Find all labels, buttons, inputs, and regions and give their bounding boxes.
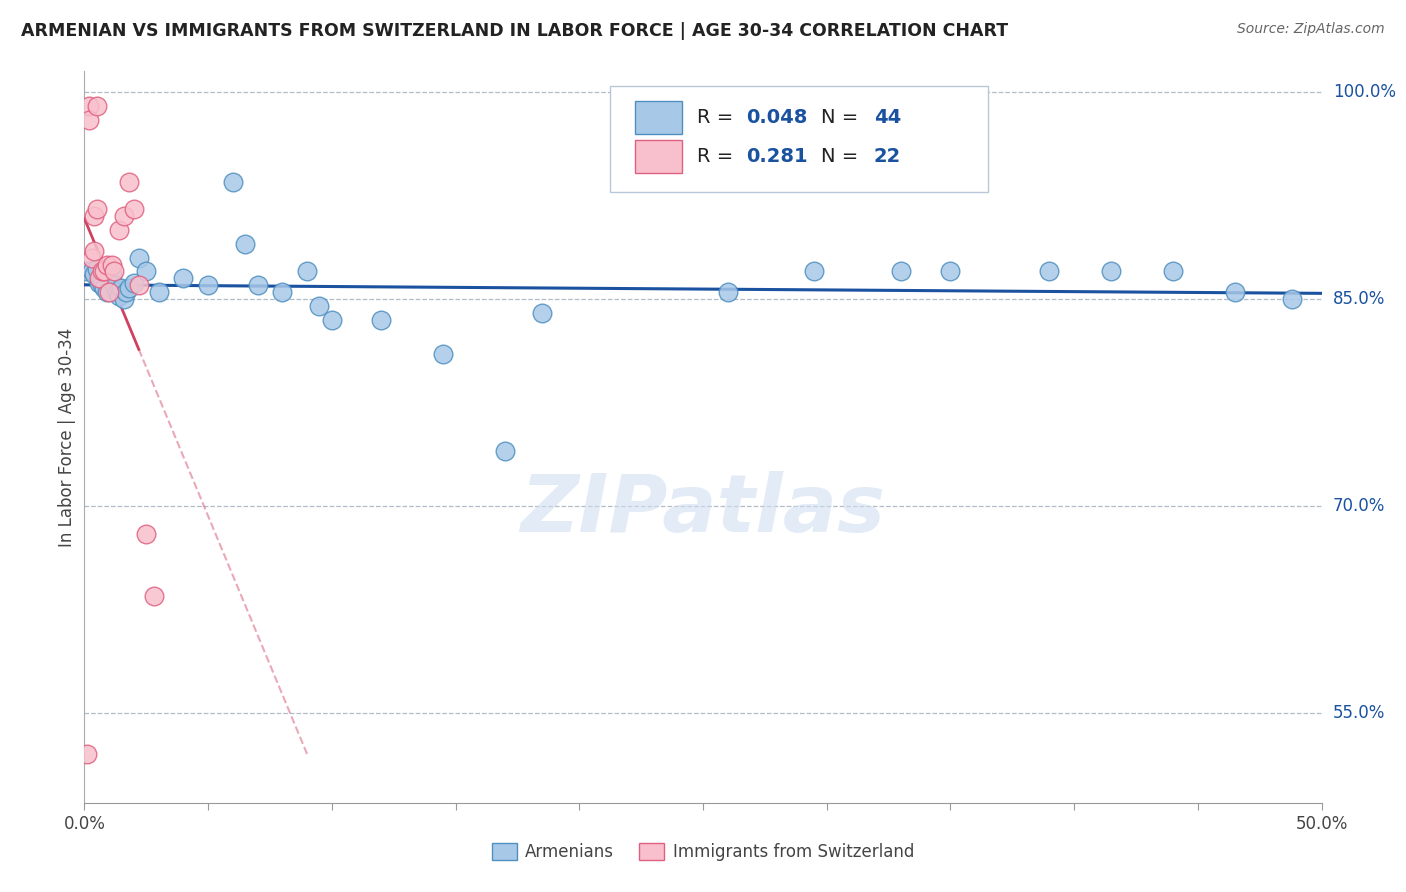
Point [233,236,256,251]
Point [494,443,516,458]
Point [108,289,131,303]
Point [370,312,392,326]
Point [112,292,135,306]
Point [172,271,194,285]
Y-axis label: In Labor Force | Age 30-34: In Labor Force | Age 30-34 [58,327,76,547]
Point [717,285,740,300]
Text: N =: N = [821,147,865,167]
Text: R =: R = [697,108,740,127]
Point [118,281,141,295]
Point [79,112,101,127]
Point [271,285,294,300]
Point [108,223,131,237]
Point [135,264,157,278]
Bar [636,101,682,134]
Point [803,264,825,278]
Point [222,175,245,189]
Bar [636,140,682,173]
Point [103,278,125,293]
Point [110,281,132,295]
Point [89,276,111,290]
Point [105,285,128,300]
Point [118,175,141,189]
Point [98,264,121,278]
Point [83,209,105,223]
Point [1281,292,1303,306]
Text: 22: 22 [873,147,901,167]
Point [93,264,115,278]
Point [100,267,122,281]
Text: 0.281: 0.281 [747,147,808,167]
Point [1223,285,1246,300]
Point [80,251,103,265]
Point [96,285,118,300]
Point [89,271,111,285]
Point [86,202,108,217]
Text: ZIPatlas: ZIPatlas [520,471,886,549]
Point [128,278,150,293]
Point [90,271,112,285]
Legend: Armenians, Immigrants from Switzerland: Armenians, Immigrants from Switzerland [485,836,921,868]
Point [1099,264,1122,278]
Point [531,306,554,320]
Point [86,261,108,276]
Point [135,526,157,541]
Point [86,99,108,113]
Text: 55.0%: 55.0% [1333,704,1385,723]
FancyBboxPatch shape [610,86,987,192]
Point [96,258,118,272]
Text: R =: R = [697,147,745,167]
Point [90,264,112,278]
Point [432,347,454,361]
Point [112,209,135,223]
Text: N =: N = [821,108,865,127]
Point [308,299,330,313]
Point [76,264,98,278]
Text: 44: 44 [873,108,901,127]
Point [122,202,145,217]
Point [321,312,343,326]
Point [100,258,122,272]
Point [83,244,105,258]
Point [122,276,145,290]
Point [98,285,121,300]
Text: 0.048: 0.048 [747,108,807,127]
Point [90,278,112,293]
Point [939,264,962,278]
Point [197,278,219,293]
Point [295,264,318,278]
Text: 100.0%: 100.0% [1333,83,1396,101]
Point [76,747,98,762]
Point [246,278,269,293]
Point [890,264,912,278]
Text: Source: ZipAtlas.com: Source: ZipAtlas.com [1237,22,1385,37]
Text: 70.0%: 70.0% [1333,497,1385,515]
Point [93,281,115,295]
Text: ARMENIAN VS IMMIGRANTS FROM SWITZERLAND IN LABOR FORCE | AGE 30-34 CORRELATION C: ARMENIAN VS IMMIGRANTS FROM SWITZERLAND … [21,22,1008,40]
Point [80,264,103,278]
Point [142,589,165,603]
Point [83,267,105,281]
Point [1161,264,1184,278]
Point [103,264,125,278]
Point [79,99,101,113]
Point [128,251,150,265]
Point [148,285,170,300]
Point [1038,264,1060,278]
Point [115,285,138,300]
Text: 85.0%: 85.0% [1333,290,1385,308]
